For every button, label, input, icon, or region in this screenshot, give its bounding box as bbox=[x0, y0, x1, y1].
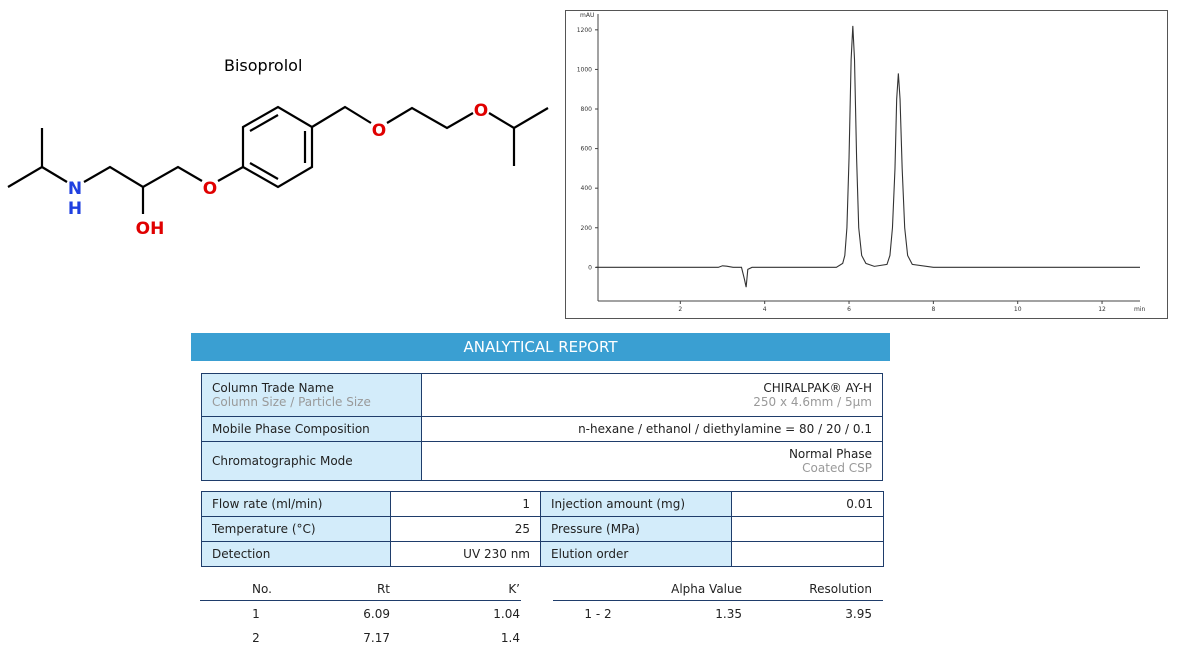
chromatogram: 0 200 400 600 800 1000 1200 2 4 6 8 10 12 mAU min bbox=[565, 10, 1168, 319]
atom: O bbox=[474, 101, 488, 121]
label: Flow rate (ml/min) bbox=[212, 497, 323, 511]
label: Injection amount (mg) bbox=[551, 497, 686, 511]
atom: O bbox=[372, 121, 386, 141]
rule bbox=[200, 600, 521, 601]
label-cell: Chromatographic Mode bbox=[201, 441, 422, 481]
molecule-name: Bisoprolol bbox=[224, 56, 302, 75]
atom: OH bbox=[136, 219, 165, 239]
y-axis-label: mAU bbox=[580, 12, 594, 19]
value-cell: 25 bbox=[390, 516, 541, 542]
result-cell: 1 bbox=[252, 607, 260, 621]
label-cell: Temperature (°C) bbox=[201, 516, 391, 542]
value-cell: 0.01 bbox=[731, 491, 884, 517]
value: UV 230 nm bbox=[463, 547, 530, 561]
value-cell: 1 bbox=[390, 491, 541, 517]
atom: N bbox=[68, 179, 82, 199]
value: 250 x 4.6mm / 5μm bbox=[753, 395, 872, 409]
value: Normal Phase bbox=[788, 447, 872, 461]
molecule: Bisoprolol N H OH O O O bbox=[7, 56, 549, 239]
label: Pressure (MPa) bbox=[551, 522, 640, 536]
atom: O bbox=[203, 179, 217, 199]
label-cell: Column Trade Name Column Size / Particle … bbox=[201, 373, 422, 417]
label: Column Trade Name bbox=[212, 381, 334, 395]
label: Detection bbox=[212, 547, 271, 561]
value: 1 bbox=[522, 497, 530, 511]
value-cell bbox=[731, 516, 884, 542]
label-cell: Flow rate (ml/min) bbox=[201, 491, 391, 517]
rule bbox=[553, 600, 883, 601]
report-title: ANALYTICAL REPORT bbox=[191, 333, 890, 361]
label: Column Size / Particle Size bbox=[212, 395, 371, 409]
column-header: K’ bbox=[508, 582, 520, 596]
x-tick-label: 6 bbox=[847, 306, 851, 313]
x-tick-label: 10 bbox=[1014, 306, 1022, 313]
value: n-hexane / ethanol / diethylamine = 80 /… bbox=[578, 422, 872, 436]
value: Coated CSP bbox=[802, 461, 872, 475]
y-tick-label: 600 bbox=[581, 146, 593, 153]
y-tick-label: 400 bbox=[581, 185, 593, 192]
value-cell: UV 230 nm bbox=[390, 541, 541, 567]
y-tick-label: 200 bbox=[581, 225, 593, 232]
column-header: No. bbox=[252, 582, 272, 596]
value-cell bbox=[731, 541, 884, 567]
label: Temperature (°C) bbox=[212, 522, 316, 536]
value-cell: Normal Phase Coated CSP bbox=[421, 441, 883, 481]
atom: H bbox=[68, 199, 82, 219]
result-cell: 2 bbox=[252, 631, 260, 645]
label: Chromatographic Mode bbox=[212, 454, 353, 468]
column-header: Rt bbox=[376, 582, 390, 596]
label: Mobile Phase Composition bbox=[212, 422, 370, 436]
y-tick-label: 800 bbox=[581, 106, 593, 113]
x-tick-label: 2 bbox=[678, 306, 682, 313]
value-cell: n-hexane / ethanol / diethylamine = 80 /… bbox=[421, 416, 883, 442]
label: Elution order bbox=[551, 547, 629, 561]
label-cell: Injection amount (mg) bbox=[540, 491, 732, 517]
y-tick-label: 1000 bbox=[577, 66, 592, 73]
result-cell: 1 - 2 bbox=[584, 607, 612, 621]
value: 25 bbox=[514, 522, 530, 536]
value: CHIRALPAK® AY-H bbox=[763, 381, 872, 395]
label-cell: Pressure (MPa) bbox=[540, 516, 732, 542]
x-axis-label: min bbox=[1134, 306, 1146, 313]
label-cell: Mobile Phase Composition bbox=[201, 416, 422, 442]
y-tick-label: 1200 bbox=[577, 27, 592, 34]
label-cell: Elution order bbox=[540, 541, 732, 567]
column-header: Alpha Value bbox=[671, 582, 742, 596]
result-cell: 1.35 bbox=[715, 607, 742, 621]
label-cell: Detection bbox=[201, 541, 391, 567]
trace bbox=[596, 25, 1140, 288]
y-tick-label: 0 bbox=[588, 264, 592, 271]
result-cell: 1.04 bbox=[493, 607, 520, 621]
x-tick-label: 12 bbox=[1098, 306, 1106, 313]
result-cell: 1.4 bbox=[500, 631, 520, 645]
result-cell: 3.95 bbox=[845, 607, 872, 621]
value: 0.01 bbox=[846, 497, 873, 511]
x-tick-label: 4 bbox=[763, 306, 767, 313]
result-cell: 7.17 bbox=[363, 631, 390, 645]
x-tick-label: 8 bbox=[931, 306, 935, 313]
result-cell: 6.09 bbox=[363, 607, 390, 621]
column-header: Resolution bbox=[809, 582, 872, 596]
value-cell: CHIRALPAK® AY-H 250 x 4.6mm / 5μm bbox=[421, 373, 883, 417]
